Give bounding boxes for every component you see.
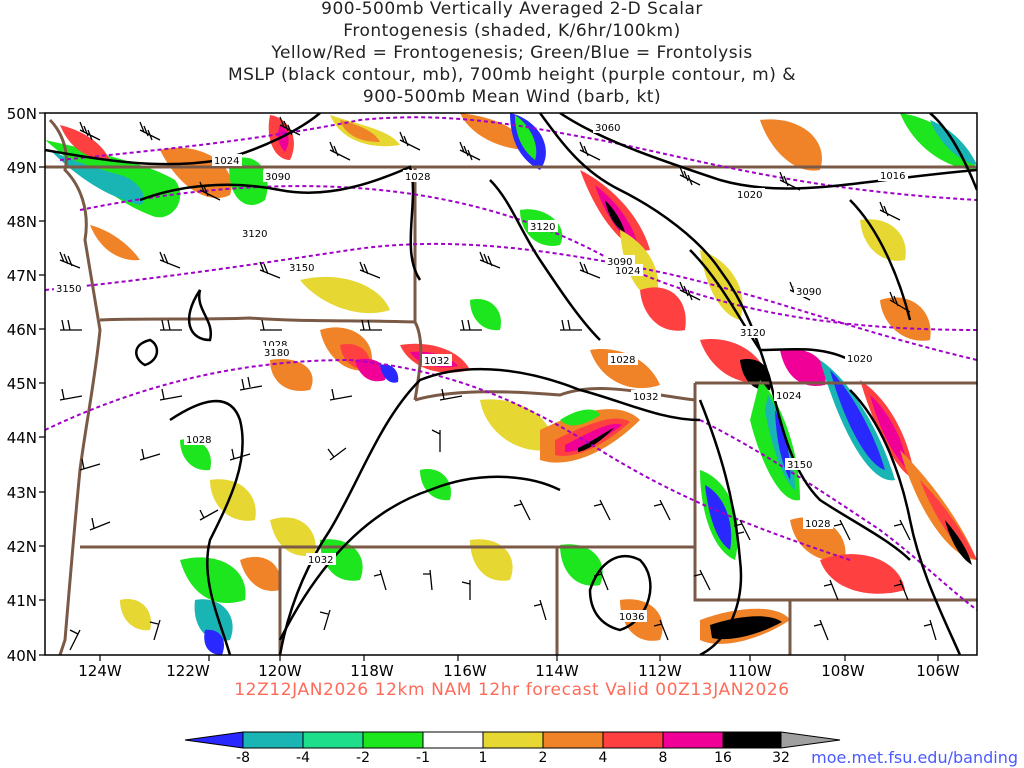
title-line-5: 900-500mb Mean Wind (barb, kt) [362, 87, 662, 107]
height-label: 3120 [242, 229, 267, 240]
lon-label: 114W [535, 662, 579, 680]
colorbar-seg [603, 732, 663, 748]
height-label: 3120 [530, 222, 555, 233]
id-west-border [413, 167, 423, 401]
lat-label: 44N [7, 429, 37, 447]
colorbar: -8 -4 -2 -1 1 2 4 8 16 32 [184, 731, 841, 766]
wy-ut-co-border [693, 383, 977, 602]
lon-label: 112W [638, 662, 682, 680]
mslp-label: 1028 [405, 172, 430, 183]
lon-label: 118W [350, 662, 394, 680]
height-label: 3150 [289, 263, 314, 274]
colorbar-tick: -2 [356, 750, 370, 766]
lat-label: 49N [7, 159, 37, 177]
lon-label: 106W [916, 662, 960, 680]
lat-label: 46N [7, 321, 37, 339]
title-line-1: 900-500mb Vertically Averaged 2-D Scalar [321, 0, 703, 19]
colorbar-tick: 8 [659, 750, 668, 766]
colorbar-tick: 4 [599, 750, 608, 766]
frontogenesis-shading [45, 113, 977, 655]
mslp-label: 1024 [615, 266, 640, 277]
lat-label: 43N [7, 484, 37, 502]
mslp-label: 1028 [262, 340, 287, 351]
height-label: 3090 [265, 172, 290, 183]
mslp-label: 1032 [424, 356, 449, 367]
lat-label: 47N [7, 267, 37, 285]
wind-barbs [59, 116, 937, 651]
title-line-3: Yellow/Red = Frontogenesis; Green/Blue =… [271, 43, 753, 63]
title-line-2: Frontogenesis (shaded, K/6hr/100km) [343, 21, 681, 41]
lat-label: 48N [7, 213, 37, 231]
mslp-label: 1028 [610, 355, 635, 366]
lon-label: 116W [443, 662, 487, 680]
lat-label: 40N [7, 647, 37, 665]
source-credit-link[interactable]: moe.met.fsu.edu/banding [811, 748, 1018, 767]
wa-or-border [99, 316, 416, 324]
mslp-label: 1028 [186, 435, 211, 446]
mslp-label: 1028 [805, 519, 830, 530]
colorbar-seg [363, 732, 423, 748]
colorbar-tick: 1 [479, 750, 488, 766]
mslp-label: 1024 [214, 156, 239, 167]
axis-ticks [39, 112, 939, 661]
mslp-label: 1020 [847, 354, 872, 365]
colorbar-seg [723, 732, 781, 748]
colorbar-seg [543, 732, 603, 748]
mslp-label: 1020 [737, 190, 762, 201]
lon-label: 124W [78, 662, 122, 680]
colorbar-seg [303, 732, 363, 748]
colorbar-tick: -8 [236, 750, 250, 766]
colorbar-tick: 2 [539, 750, 548, 766]
title-line-4: MSLP (black contour, mb), 700mb height (… [227, 65, 797, 85]
map-frame [44, 112, 978, 656]
lat-label: 45N [7, 375, 37, 393]
colorbar-seg [483, 732, 543, 748]
height-label: 3180 [264, 348, 289, 359]
colorbar-seg [185, 732, 243, 748]
mslp-label: 1032 [633, 392, 658, 403]
lat-label: 50N [7, 105, 37, 123]
lon-label: 110W [728, 662, 772, 680]
longitude-labels: 124W 122W 120W 118W 116W 114W 112W 110W … [78, 662, 960, 680]
height-label: 3120 [740, 328, 765, 339]
pacific-coast [48, 118, 102, 655]
colorbar-seg [423, 732, 483, 748]
height-labels: 3060 3090 3120 3150 3120 3150 3180 3090 … [54, 121, 824, 471]
colorbar-tick: 32 [772, 750, 790, 766]
mslp-label: 1032 [308, 555, 333, 566]
mslp-label: 1036 [619, 612, 644, 623]
height-label: 3090 [607, 257, 632, 268]
height-label: 3150 [787, 460, 812, 471]
valid-time-line: 12Z12JAN2026 12km NAM 12hr forecast Vali… [234, 680, 790, 700]
colorbar-seg [781, 732, 840, 748]
lat-label: 41N [7, 592, 37, 610]
mslp-label: 1024 [776, 391, 801, 402]
latitude-labels: 50N 49N 48N 47N 46N 45N 44N 43N 42N 41N … [7, 105, 37, 665]
colorbar-tick: -4 [296, 750, 310, 766]
lon-label: 120W [258, 662, 302, 680]
height-label: 3150 [56, 284, 81, 295]
height-label: 3090 [796, 287, 821, 298]
colorbar-tick: 16 [714, 750, 732, 766]
mslp-labels: 1024 1028 1032 1028 1024 1020 1016 1028 … [184, 154, 908, 623]
lon-label: 122W [166, 662, 210, 680]
political-borders [45, 118, 977, 655]
height-label: 3060 [595, 123, 620, 134]
lat-label: 42N [7, 538, 37, 556]
lon-label: 108W [821, 662, 865, 680]
colorbar-tick: -1 [416, 750, 430, 766]
colorbar-seg [243, 732, 303, 748]
colorbar-seg [663, 732, 723, 748]
mslp-label: 1016 [880, 171, 905, 182]
